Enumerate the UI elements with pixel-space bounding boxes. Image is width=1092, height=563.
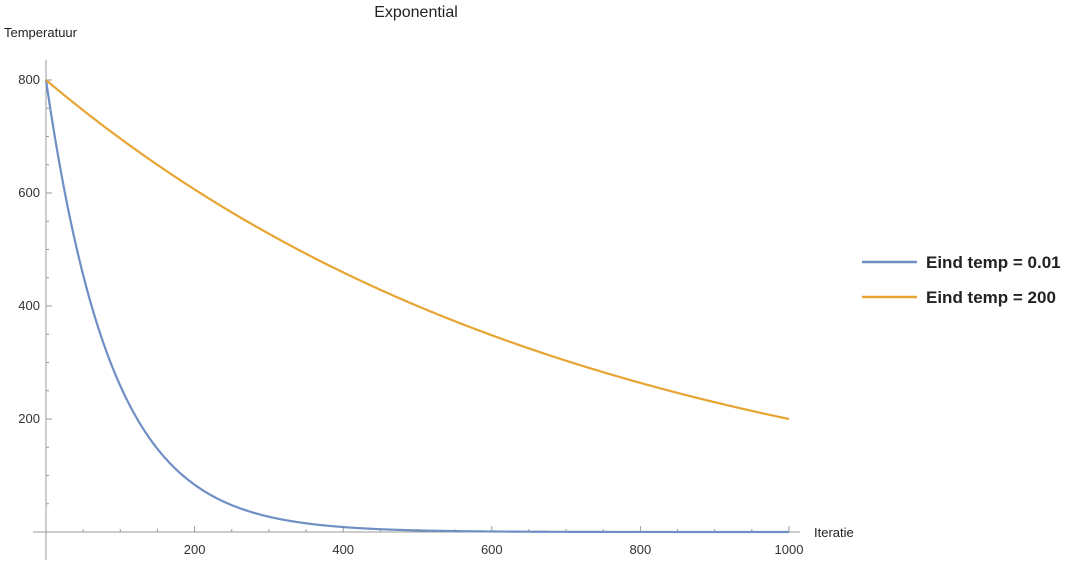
x-tick-label: 1000 — [775, 542, 804, 557]
series-line-1 — [45, 79, 790, 421]
axes — [33, 60, 800, 560]
y-tick-label: 400 — [18, 298, 40, 313]
ticks: 200 400 600 800 1000 200 400 600 800 — [18, 72, 803, 557]
x-tick-label: 400 — [332, 542, 354, 557]
x-tick-label: 200 — [184, 542, 206, 557]
legend: Eind temp = 0.01 Eind temp = 200 — [862, 253, 1061, 307]
y-tick-label: 600 — [18, 185, 40, 200]
x-tick-label: 800 — [630, 542, 652, 557]
x-tick-label: 600 — [481, 542, 503, 557]
series-group — [44, 79, 790, 534]
legend-label-0: Eind temp = 0.01 — [926, 253, 1061, 272]
y-tick-label: 800 — [18, 72, 40, 87]
x-axis-label: Iteratie — [814, 525, 854, 540]
series-line-0 — [44, 79, 789, 534]
y-axis-label: Temperatuur — [4, 25, 78, 40]
legend-label-1: Eind temp = 200 — [926, 288, 1056, 307]
y-tick-label: 200 — [18, 411, 40, 426]
chart-title: Exponential — [374, 4, 458, 21]
